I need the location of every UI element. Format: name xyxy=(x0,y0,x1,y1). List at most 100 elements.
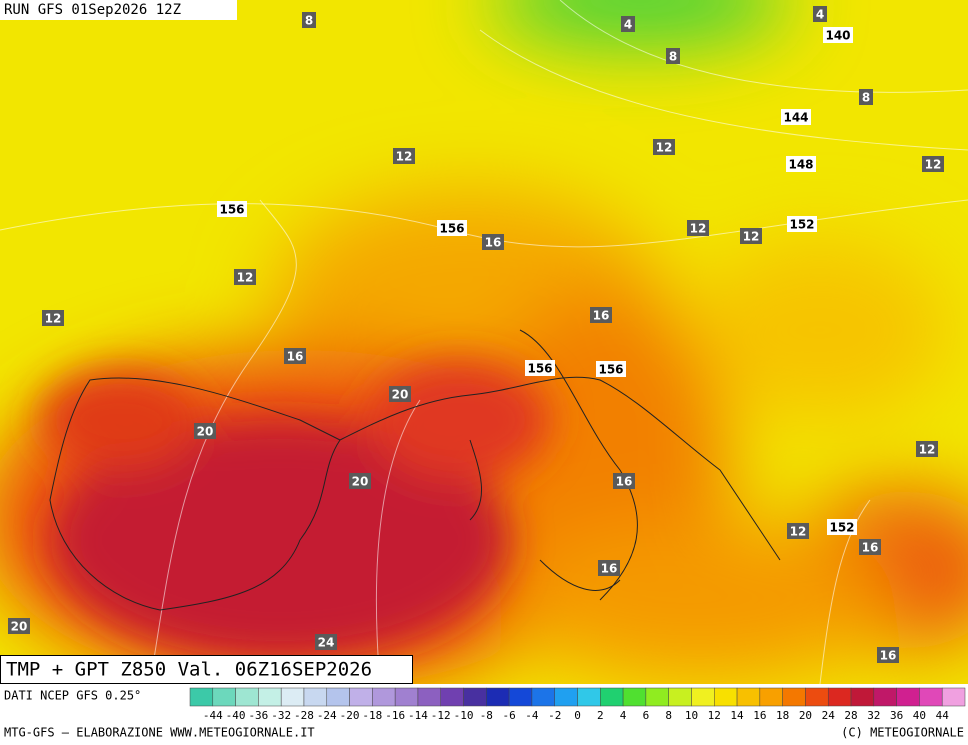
scale-swatch xyxy=(691,687,715,707)
scale-swatch xyxy=(782,687,806,707)
label-text: 152 xyxy=(789,218,814,232)
label-text: 12 xyxy=(396,150,413,164)
gpt-label: 144 xyxy=(781,109,811,125)
label-box xyxy=(687,220,709,236)
label-text: 16 xyxy=(880,649,897,663)
scale-swatch xyxy=(600,687,624,707)
scale-label: -14 xyxy=(408,709,428,722)
label-text: 12 xyxy=(919,443,936,457)
label-text: 156 xyxy=(527,362,552,376)
label-box xyxy=(653,139,675,155)
scale-swatch xyxy=(303,687,328,707)
label-box xyxy=(859,539,881,555)
label-box xyxy=(389,386,411,402)
label-box xyxy=(598,560,620,576)
label-box xyxy=(813,6,827,22)
label-text: 20 xyxy=(392,388,409,402)
scale-swatch xyxy=(349,687,373,707)
label-box xyxy=(666,48,680,64)
gpt-label: 156 xyxy=(525,360,555,376)
scale-swatch xyxy=(896,687,920,707)
scale-label: -28 xyxy=(294,709,314,722)
label-box xyxy=(877,647,899,663)
scale-swatch xyxy=(645,687,669,707)
label-text: 20 xyxy=(11,620,28,634)
scale-swatch xyxy=(919,687,943,707)
label-box xyxy=(217,201,247,217)
label-text: 16 xyxy=(593,309,610,323)
temp-label: 12 xyxy=(653,139,675,155)
label-box xyxy=(787,216,817,232)
label-box xyxy=(315,634,337,650)
gpt-label: 156 xyxy=(217,201,247,217)
label-box xyxy=(302,12,316,28)
scale-label: -16 xyxy=(385,709,405,722)
temp-label: 12 xyxy=(740,228,762,244)
scale-label: -4 xyxy=(525,709,539,722)
temp-label: 12 xyxy=(234,269,256,285)
label-box xyxy=(613,473,635,489)
scale-swatch xyxy=(736,687,761,707)
label-box xyxy=(194,423,216,439)
label-text: 12 xyxy=(925,158,942,172)
scale-swatch xyxy=(577,687,601,707)
label-text: 12 xyxy=(656,141,673,155)
label-box xyxy=(781,109,811,125)
scale-swatch xyxy=(873,687,897,707)
label-text: 12 xyxy=(690,222,707,236)
scale-swatch xyxy=(622,687,647,707)
scale-swatch xyxy=(827,687,852,707)
scale-swatch xyxy=(508,687,533,707)
scale-swatch xyxy=(326,687,350,707)
scale-label: 24 xyxy=(822,709,836,722)
label-text: 4 xyxy=(816,8,824,22)
label-box xyxy=(827,519,857,535)
gpt-label: 148 xyxy=(786,156,816,172)
label-text: 16 xyxy=(862,541,879,555)
scale-swatch xyxy=(463,687,487,707)
scale-label: 16 xyxy=(753,709,766,722)
label-box xyxy=(922,156,944,172)
scale-swatch xyxy=(258,687,282,707)
scale-swatch xyxy=(941,687,966,707)
scale-label: -24 xyxy=(317,709,337,722)
temp-label: 8 xyxy=(666,48,680,64)
label-text: 16 xyxy=(616,475,633,489)
copyright-label: (C) METEOGIORNALE xyxy=(841,726,964,740)
label-box xyxy=(596,361,626,377)
scale-label: -2 xyxy=(548,709,561,722)
scale-swatch xyxy=(554,687,578,707)
scale-swatch xyxy=(531,687,555,707)
temp-label: 16 xyxy=(482,234,504,250)
label-text: 12 xyxy=(743,230,760,244)
run-box xyxy=(0,0,237,20)
label-text: 8 xyxy=(669,50,677,64)
label-text: 12 xyxy=(790,525,807,539)
map-title: TMP + GPT Z850 Val. 06Z16SEP2026 xyxy=(6,659,372,681)
label-text: 4 xyxy=(624,18,632,32)
scale-label: -20 xyxy=(340,709,360,722)
scale-label: 18 xyxy=(776,709,789,722)
temp-label: 16 xyxy=(859,539,881,555)
color-scale: -44 -40 -36 -32 -28 -24 -20 -18 -16 -14 -12 -10 -8 -6… xyxy=(189,687,966,722)
scale-label: 8 xyxy=(665,709,672,722)
scale-swatch xyxy=(212,687,236,707)
label-text: 152 xyxy=(829,521,854,535)
temp-label: 16 xyxy=(877,647,899,663)
label-text: 16 xyxy=(601,562,618,576)
scale-swatch xyxy=(714,687,738,707)
gpt-label: 140 xyxy=(823,27,853,43)
scale-swatch xyxy=(759,687,783,707)
temperature-field xyxy=(0,0,968,690)
scale-label: -8 xyxy=(480,709,493,722)
temp-label: 20 xyxy=(194,423,216,439)
scale-label: -6 xyxy=(502,709,515,722)
label-text: 156 xyxy=(439,222,464,236)
temp-label: 20 xyxy=(389,386,411,402)
temp-label: 8 xyxy=(302,12,316,28)
label-text: 156 xyxy=(219,203,244,217)
label-text: 16 xyxy=(485,236,502,250)
scale-label: 36 xyxy=(890,709,903,722)
